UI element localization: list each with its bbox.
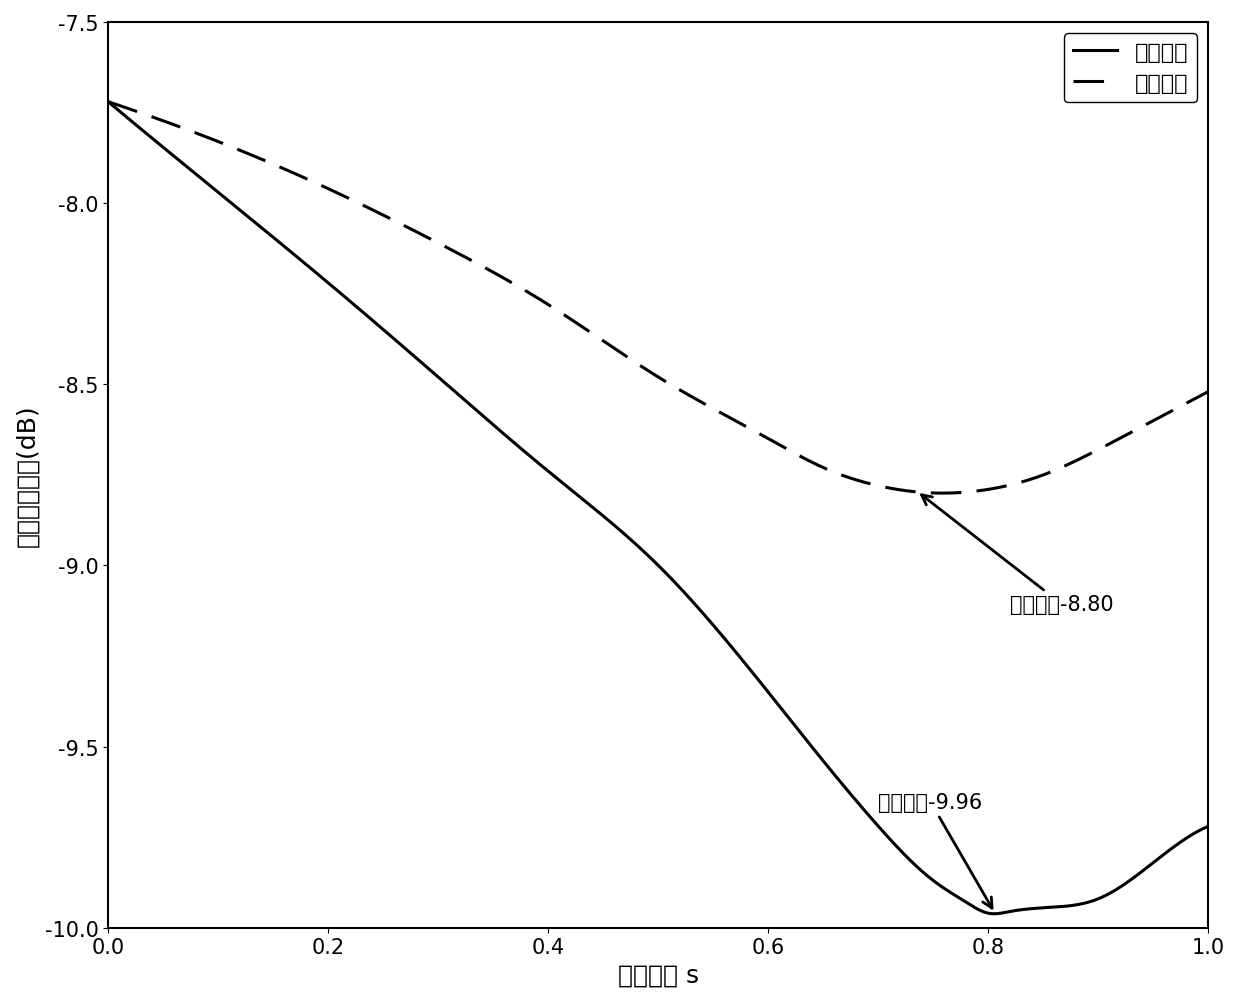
Y-axis label: 弦波频谱误差(dB): 弦波频谱误差(dB) [15, 404, 38, 547]
提出方法 [585, 502, 600, 514]
传统方法 [1202, 386, 1216, 398]
提出方法 [959, 897, 973, 909]
传统方法 [960, 487, 975, 499]
提出方法 [100, 96, 115, 108]
传统方法 [585, 329, 600, 341]
提出方法 [546, 470, 560, 482]
Line: 提出方法: 提出方法 [108, 102, 1209, 914]
提出方法 [1202, 821, 1216, 833]
Legend: 提出方法, 传统方法: 提出方法, 传统方法 [1064, 34, 1198, 103]
传统方法 [935, 488, 950, 500]
传统方法 [213, 137, 228, 149]
传统方法 [857, 477, 872, 489]
传统方法 [546, 303, 560, 315]
提出方法 [986, 908, 1001, 920]
提出方法 [978, 907, 993, 919]
X-axis label: 时变步长 s: 时变步长 s [618, 963, 699, 987]
提出方法 [857, 804, 872, 816]
Text: 最优値：-8.80: 最优値：-8.80 [921, 495, 1114, 615]
提出方法 [213, 189, 228, 201]
传统方法 [100, 96, 115, 108]
Line: 传统方法: 传统方法 [108, 102, 1209, 494]
传统方法 [980, 484, 994, 496]
Text: 最优値：-9.96: 最优値：-9.96 [878, 792, 992, 908]
